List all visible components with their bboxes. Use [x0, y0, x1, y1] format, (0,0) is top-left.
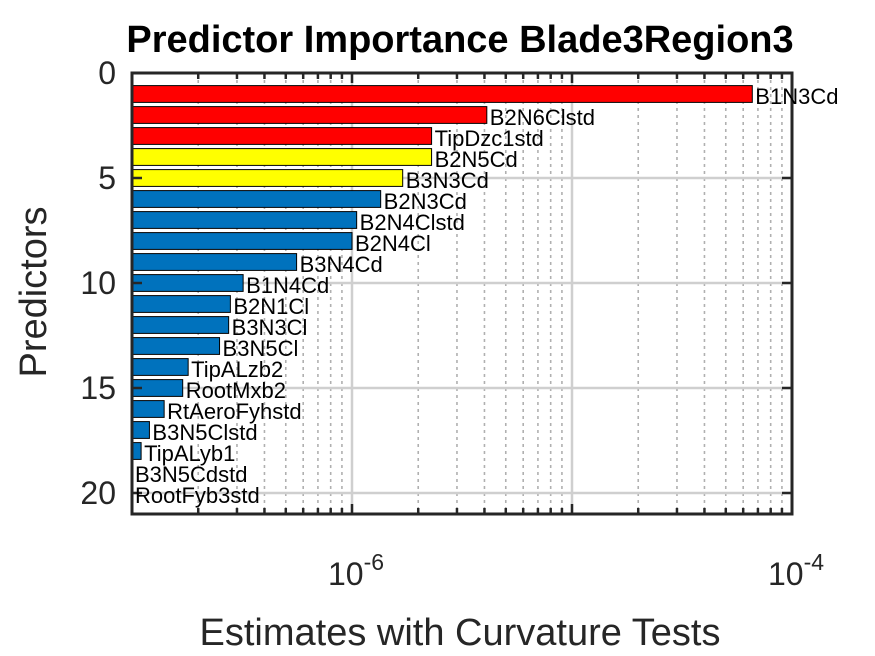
y-tick-label: 5: [98, 160, 116, 196]
x-tick-label: 10-4: [768, 549, 824, 592]
bar-labels: B1N3CdB2N6ClstdTipDzc1stdB2N5CdB3N3CdB2N…: [135, 84, 838, 508]
chart-title: Predictor Importance Blade3Region3: [126, 19, 793, 61]
bar-B3N5Cl: [131, 337, 221, 355]
bar-B2N6Clstd: [131, 106, 488, 124]
bar-label-B2N6Clstd: B2N6Clstd: [490, 105, 595, 130]
x-tick-label-exponent: -6: [364, 549, 384, 575]
bar-RtAeroFyhstd: [131, 400, 165, 418]
bar-label-B2N1Cl: B2N1Cl: [233, 294, 309, 319]
y-axis-label: Predictors: [13, 206, 55, 377]
bar-label-B3N3Cl: B3N3Cl: [232, 315, 308, 340]
x-tick-label-base: 10: [768, 556, 804, 592]
bar-label-RtAeroFyhstd: RtAeroFyhstd: [167, 399, 302, 424]
bar-label-B2N3Cd: B2N3Cd: [384, 189, 467, 214]
x-axis-label: Estimates with Curvature Tests: [200, 612, 721, 654]
bar-label-RootMxb2: RootMxb2: [186, 378, 286, 403]
bar-TipDzc1std: [131, 127, 433, 145]
bar-label-TipALyb1: TipALyb1: [144, 441, 235, 466]
bar-label-TipALzb2: TipALzb2: [191, 357, 283, 382]
bar-B1N3Cd: [131, 85, 753, 103]
y-tick-label: 0: [98, 55, 116, 91]
bar-label-B3N5Cl: B3N5Cl: [223, 336, 299, 361]
bar-label-B3N3Cd: B3N3Cd: [406, 168, 489, 193]
bar-B2N5Cd: [131, 148, 433, 166]
bar-label-TipDzc1std: TipDzc1std: [435, 126, 544, 151]
bar-label-B3N4Cd: B3N4Cd: [300, 252, 383, 277]
bar-B2N4Cl: [131, 232, 353, 250]
plot-box: [130, 71, 794, 516]
bar-label-B1N4Cd: B1N4Cd: [246, 273, 329, 298]
y-tick-label: 20: [80, 475, 116, 511]
bar-B2N1Cl: [131, 295, 231, 313]
bar-B2N4Clstd: [131, 211, 358, 229]
x-tick-label-base: 10: [328, 556, 364, 592]
bar-label-B2N5Cd: B2N5Cd: [435, 147, 518, 172]
bar-B3N5Clstd: [131, 421, 150, 439]
x-tick-label: 10-6: [328, 549, 384, 592]
y-tick-label: 15: [80, 370, 116, 406]
bar-label-B2N4Clstd: B2N4Clstd: [360, 210, 465, 235]
y-tick-label: 10: [80, 265, 116, 301]
bar-label-B2N4Cl: B2N4Cl: [355, 231, 431, 256]
bar-label-RootFyb3std: RootFyb3std: [135, 483, 260, 508]
x-tick-label-exponent: -4: [804, 549, 825, 575]
bar-B3N4Cd: [131, 253, 298, 271]
bar-label-B3N5Cdstd: B3N5Cdstd: [135, 462, 248, 487]
bar-label-B3N5Clstd: B3N5Clstd: [152, 420, 257, 445]
bar-B3N3Cd: [131, 169, 404, 187]
bar-TipALzb2: [131, 358, 189, 376]
bar-B3N3Cl: [131, 316, 230, 334]
bar-label-B1N3Cd: B1N3Cd: [755, 84, 838, 109]
bar-B1N4Cd: [131, 274, 244, 292]
bar-B2N3Cd: [131, 190, 382, 208]
